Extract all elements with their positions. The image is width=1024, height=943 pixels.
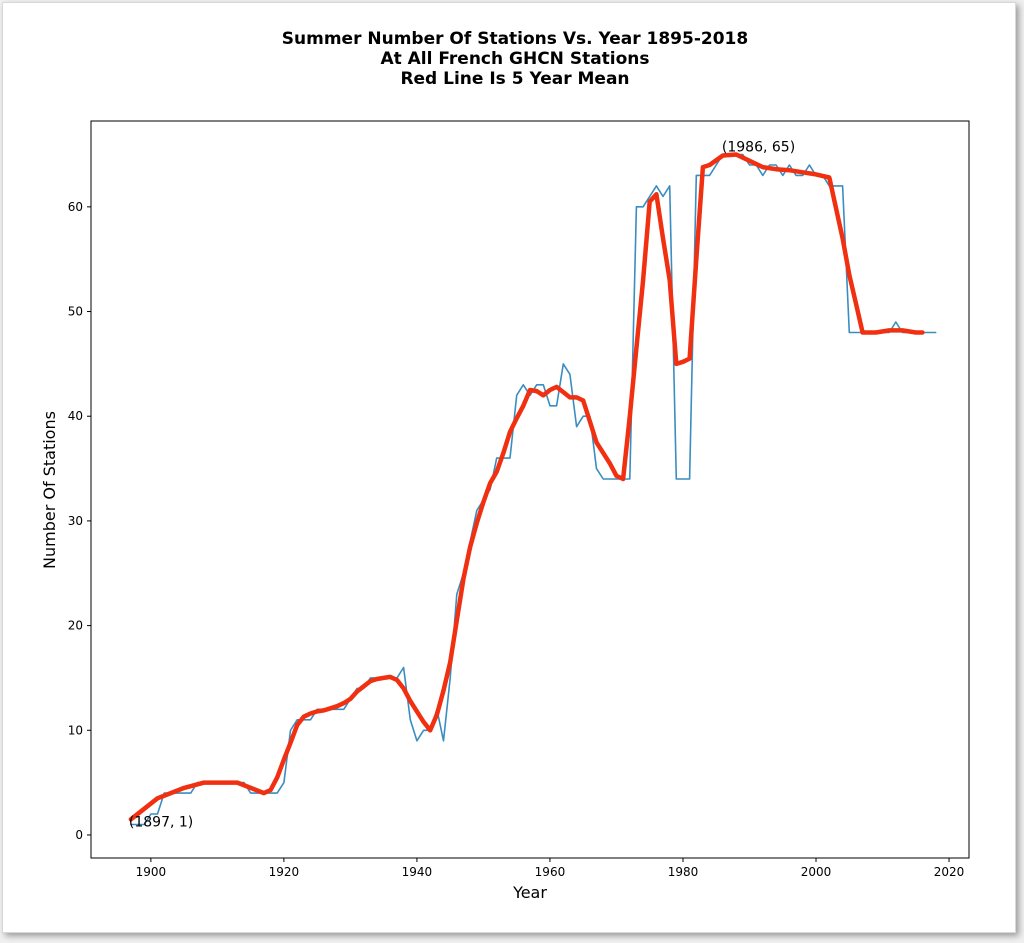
x-tick-label-1900: 1900: [136, 865, 167, 879]
y-tick-label-30: 30: [68, 514, 83, 528]
y-tick-label-20: 20: [68, 619, 83, 633]
x-tick-label-2020: 2020: [934, 865, 965, 879]
y-tick-label-50: 50: [68, 305, 83, 319]
x-tick-label-1980: 1980: [668, 865, 699, 879]
annotation-layer: (1897, 1) (1986, 65): [129, 140, 795, 831]
annotation-2: (1986, 65): [722, 140, 795, 156]
x-tick-label-2000: 2000: [801, 865, 832, 879]
chart-frame: Summer Number Of Stations Vs. Year 1895-…: [2, 2, 1016, 933]
x-axis-label: Year: [512, 883, 547, 902]
x-axis-ticks: 1900 1920 1940 1960 1980 2000 2020: [136, 858, 965, 879]
annotation-1: (1897, 1): [129, 815, 193, 831]
plot-area: [91, 121, 969, 858]
y-tick-label-10: 10: [68, 723, 83, 737]
chart-title: Summer Number Of Stations Vs. Year 1895-…: [282, 29, 748, 89]
x-tick-label-1960: 1960: [535, 865, 566, 879]
chart-svg: Summer Number Of Stations Vs. Year 1895-…: [40, 29, 970, 902]
y-axis-ticks: 0 10 20 30 40 50 60: [68, 200, 91, 842]
series-layer: [128, 152, 937, 826]
series-mean: [128, 152, 925, 822]
y-tick-label-60: 60: [68, 200, 83, 214]
title-line-2: At All French GHCN Stations: [380, 49, 649, 69]
title-line-1: Summer Number Of Stations Vs. Year 1895-…: [282, 29, 748, 49]
x-tick-label-1920: 1920: [269, 865, 300, 879]
y-tick-label-0: 0: [75, 828, 83, 842]
y-axis-label: Number Of Stations: [40, 411, 59, 569]
y-tick-label-40: 40: [68, 409, 83, 423]
x-tick-label-1940: 1940: [402, 865, 433, 879]
plot-frame: [90, 120, 970, 859]
mean-line: [128, 152, 925, 822]
title-line-3: Red Line Is 5 Year Mean: [400, 69, 629, 89]
